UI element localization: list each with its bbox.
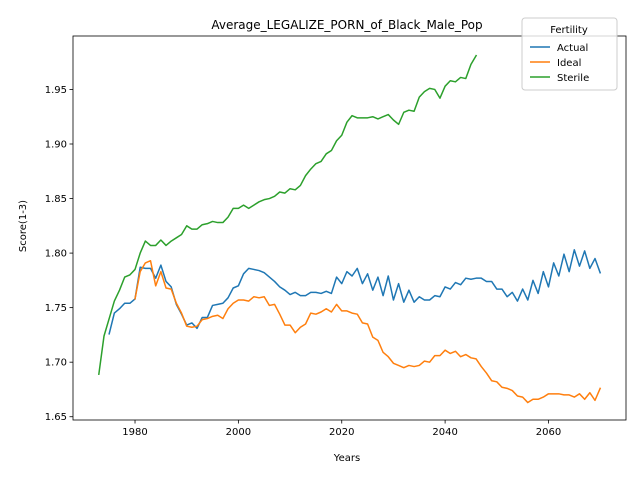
chart-title: Average_LEGALIZE_PORN_of_Black_Male_Pop: [211, 18, 482, 32]
legend-label-ideal: Ideal: [557, 58, 581, 69]
series-line-ideal: [134, 259, 602, 404]
y-axis-label: Score(1-3): [18, 200, 29, 252]
x-tick-label: 2000: [226, 427, 251, 438]
plot-area: [72, 35, 627, 421]
y-tick-label: 1.75: [45, 303, 67, 314]
series-line-sterile: [97, 54, 478, 376]
y-tick-label: 1.90: [45, 140, 67, 151]
x-tick-label: 1980: [122, 427, 147, 438]
y-tick-label: 1.65: [45, 412, 67, 423]
y-tick-label: 1.80: [45, 249, 67, 260]
legend-frame: [521, 17, 618, 91]
legend-label-actual: Actual: [557, 43, 588, 54]
series-line-actual: [108, 249, 602, 335]
legend-label-sterile: Sterile: [557, 73, 589, 84]
y-tick-label: 1.95: [45, 85, 67, 96]
x-axis-label: Years: [333, 453, 360, 464]
legend-title: Fertility: [550, 25, 588, 36]
x-tick-label: 2040: [432, 427, 457, 438]
y-tick-label: 1.70: [45, 358, 67, 369]
axes-frame: [72, 35, 627, 421]
x-axis: 1980 2000 2020 2040 2060: [122, 420, 561, 438]
y-tick-label: 1.85: [45, 194, 67, 205]
x-tick-label: 2020: [329, 427, 354, 438]
x-tick-label: 2060: [536, 427, 561, 438]
y-axis: 1.65 1.70 1.75 1.80 1.85 1.90 1.95: [45, 85, 73, 423]
legend: Fertility Actual Ideal Sterile: [521, 17, 618, 91]
